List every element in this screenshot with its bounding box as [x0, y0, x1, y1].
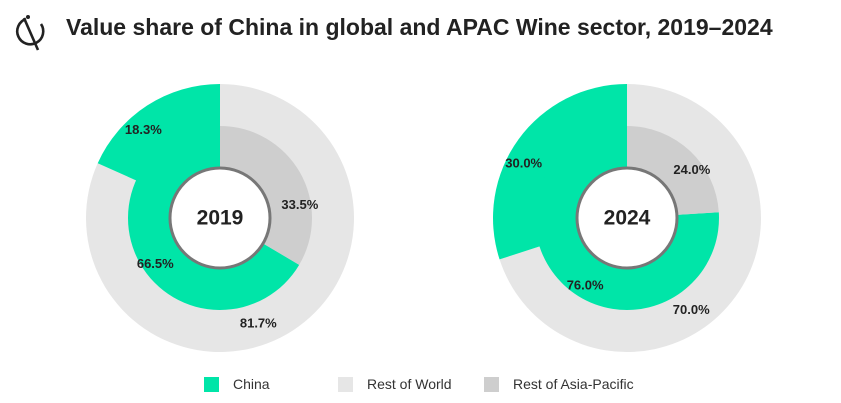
chart-title: Value share of China in global and APAC …	[66, 14, 773, 40]
legend-item-china: China	[204, 376, 270, 392]
donut-center	[575, 166, 679, 270]
data-label-inner-china: 66.5%	[137, 256, 174, 271]
legend-label: Rest of Asia-Pacific	[513, 376, 634, 392]
data-label-outer-rest-of-world: 81.7%	[240, 316, 277, 331]
legend-swatch-rest-of-apac	[484, 376, 499, 392]
data-label-inner-rest-of-asia-pacific: 24.0%	[673, 162, 710, 177]
data-label-outer-rest-of-world: 70.0%	[673, 302, 710, 317]
donut-center	[168, 166, 272, 270]
center-year-label: 2019	[197, 207, 244, 230]
legend-swatch-china	[204, 376, 219, 392]
legend: China Rest of World Rest of Asia-Pacific	[0, 376, 841, 398]
legend-item-rest-of-world: Rest of World	[338, 376, 452, 392]
brand-logo-icon	[16, 15, 45, 51]
data-label-inner-rest-of-asia-pacific: 33.5%	[281, 197, 318, 212]
legend-label: Rest of World	[367, 376, 452, 392]
donut-charts: 2019 18.3% 81.7% 33.5% 66.5% 2024 30.0% 70.0% 24…	[85, 83, 761, 352]
slice-outer-rest-of-world	[85, 84, 354, 352]
legend-label: China	[233, 376, 270, 392]
data-label-outer-china: 18.3%	[125, 122, 162, 137]
legend-item-rest-of-apac: Rest of Asia-Pacific	[484, 376, 634, 392]
center-year-label: 2024	[604, 207, 651, 230]
data-label-outer-china: 30.0%	[505, 156, 542, 171]
legend-swatch-rest-of-world	[338, 376, 353, 392]
data-label-inner-china: 76.0%	[567, 277, 604, 292]
